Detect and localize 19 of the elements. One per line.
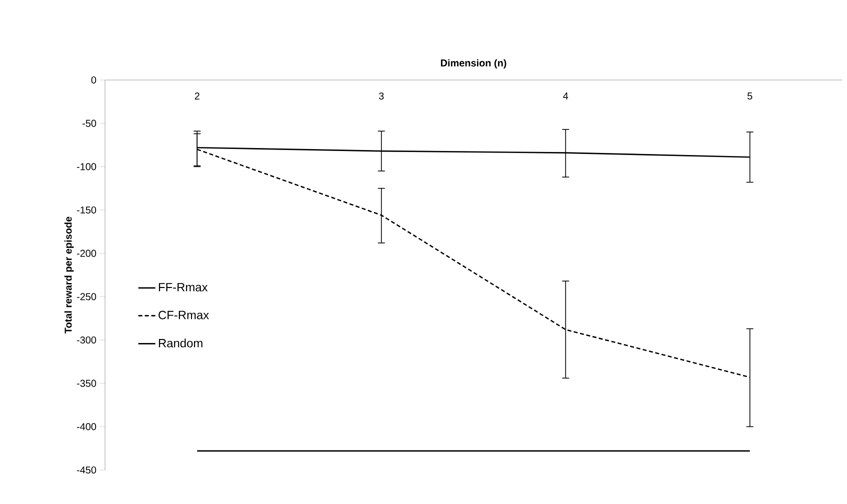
y-axis-title: Total reward per episode xyxy=(64,216,74,334)
y-tick-label: -100 xyxy=(76,163,96,170)
y-tick-label: -400 xyxy=(76,423,96,430)
x-axis-title: Dimension (n) xyxy=(440,59,506,68)
x-tick-label: 5 xyxy=(748,92,752,100)
y-tick-label: -50 xyxy=(82,120,96,127)
y-tick-label: -300 xyxy=(76,336,96,344)
y-tick-label: -200 xyxy=(76,250,96,257)
x-tick-label: 3 xyxy=(378,92,384,100)
x-tick-label: 2 xyxy=(194,92,200,100)
y-tick-label: -150 xyxy=(76,206,96,214)
x-tick-label: 4 xyxy=(563,92,568,100)
legend-label: Random xyxy=(158,338,202,348)
legend-label: CF-Rmax xyxy=(158,310,209,320)
legend-label: FF-Rmax xyxy=(158,283,208,292)
y-tick-label: 0 xyxy=(91,76,96,84)
y-tick-label: -250 xyxy=(76,293,96,300)
y-tick-label: -350 xyxy=(76,380,96,387)
y-tick-label: -450 xyxy=(76,466,96,474)
